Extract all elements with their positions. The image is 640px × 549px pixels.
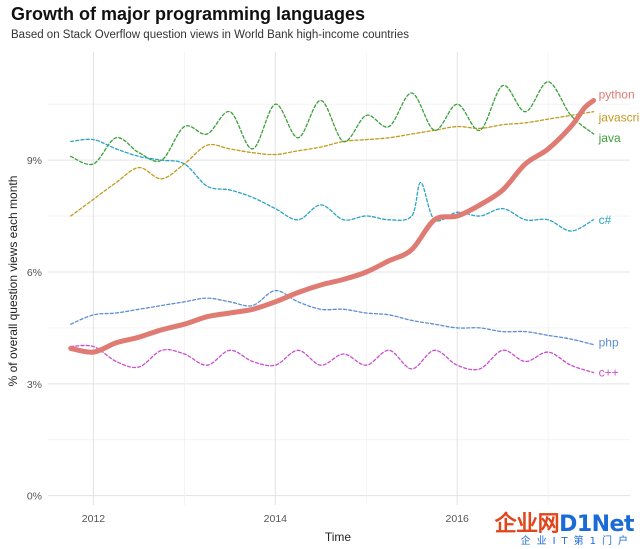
y-tick-label: 0% <box>27 491 42 503</box>
x-tick-label: 2016 <box>446 513 470 525</box>
series-line-python <box>68 98 597 355</box>
y-tick-label: 3% <box>27 379 42 391</box>
series-label-python: python <box>599 87 635 101</box>
series-line-javascript <box>70 111 595 217</box>
series-label-c-sharp: c# <box>599 213 612 227</box>
y-tick-label: 9% <box>27 155 42 167</box>
series-labels: javascript java c# php c++ python <box>598 87 640 379</box>
watermark-sub: 企业IT第1门户 <box>520 536 634 547</box>
x-axis-title: Time <box>325 530 352 544</box>
watermark-main-a: 企业网 <box>494 512 560 537</box>
y-axis-title: % of overall question views each month <box>6 176 20 387</box>
x-tick-label: 2014 <box>264 513 288 525</box>
series-line-java <box>70 81 595 166</box>
series-lines <box>68 81 597 374</box>
series-label-java: java <box>598 131 621 145</box>
chart-subtitle: Based on Stack Overflow question views i… <box>11 29 410 41</box>
x-tick-label: 2012 <box>82 513 106 525</box>
y-tick-label: 6% <box>27 267 42 279</box>
series-label-javascript: javascript <box>598 111 640 125</box>
axis-ticks: 0% 3% 6% 9% 2012 2014 2016 <box>27 155 469 525</box>
series-line-cpp <box>70 344 595 374</box>
watermark-main-b: D1Net <box>559 512 634 537</box>
series-line-php <box>70 289 595 346</box>
chart-title: Growth of major programming languages <box>11 4 366 24</box>
series-label-php: php <box>599 336 619 350</box>
watermark-logo: 企业网D1Net 企业IT第1门户 <box>494 512 635 547</box>
series-line-c-sharp <box>70 138 595 232</box>
series-label-cpp: c++ <box>599 366 619 380</box>
